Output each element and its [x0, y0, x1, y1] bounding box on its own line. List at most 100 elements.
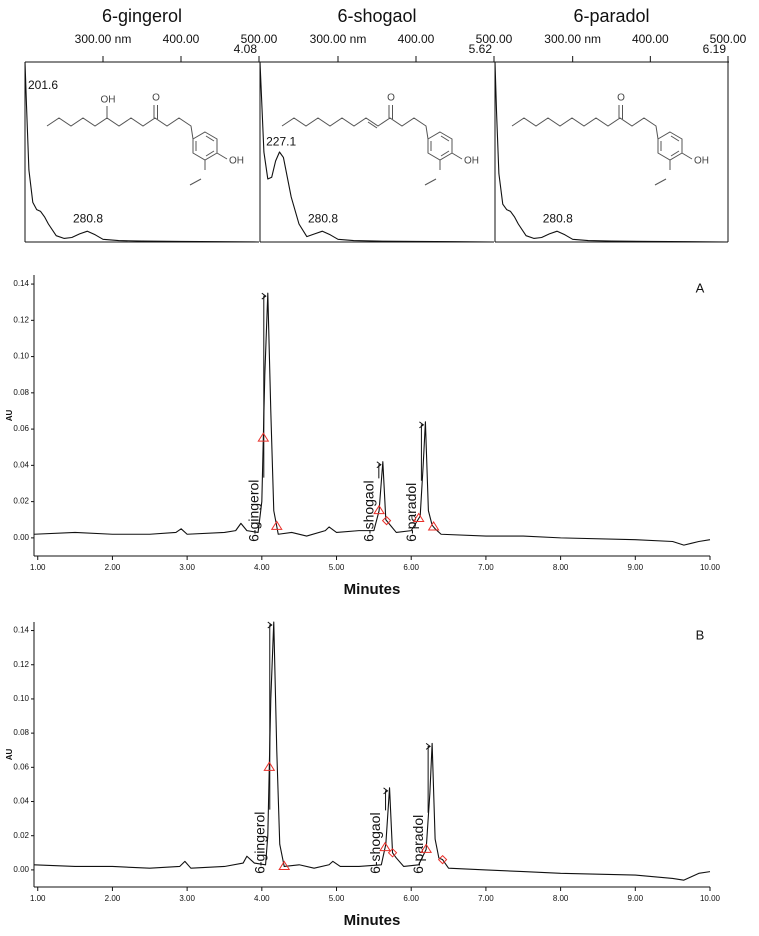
integration-mark [381, 515, 392, 526]
y-tick-label: 0.10 [13, 694, 29, 703]
x-tick-label: 1.00 [30, 894, 46, 903]
x-tick-label: 8.00 [553, 563, 569, 572]
integration-mark [412, 512, 425, 523]
x-tick-label: 300.00 nm [75, 32, 132, 46]
peak-arrowhead [261, 292, 267, 300]
x-tick-label: 1.00 [30, 563, 46, 572]
structure-label: O [617, 93, 625, 104]
x-tick-label: 9.00 [628, 894, 644, 903]
structure-6-gingerol: OH O OH [46, 93, 244, 186]
peak-arrowhead [267, 621, 273, 629]
y-tick-label: 0.02 [13, 497, 29, 506]
x-tick-label: 400.00 [398, 32, 435, 46]
x-tick-label: 300.00 nm [310, 32, 367, 46]
structure-label: OH [229, 156, 244, 167]
y-axis-label: AU [5, 749, 14, 761]
integration-mark [257, 432, 270, 442]
y-tick-label: 0.02 [13, 831, 29, 840]
retention-time: 5.62 [469, 42, 493, 56]
structure-label: O [152, 93, 160, 104]
y-axis-label: AU [5, 410, 14, 422]
x-tick-label: 5.00 [329, 894, 345, 903]
y-tick-label: 0.00 [13, 865, 29, 874]
integration-mark [263, 761, 276, 771]
peak-arrow [385, 790, 388, 811]
peak-label: 6-paradol [410, 815, 426, 874]
x-tick-label: 4.00 [254, 894, 270, 903]
x-tick-label: 6.00 [403, 563, 419, 572]
x-tick-label: 3.00 [179, 894, 195, 903]
x-tick-label: 500.00 [710, 32, 747, 46]
peak-arrowhead [419, 421, 425, 429]
retention-time: 6.19 [703, 42, 727, 56]
peak-wavelength: 201.6 [28, 78, 58, 92]
y-tick-label: 0.06 [13, 424, 29, 433]
trace [259, 61, 495, 243]
peak-label: 6-gingerol [251, 812, 267, 874]
structure-label: O [387, 93, 395, 104]
x-tick-label: 3.00 [179, 563, 195, 572]
x-tick-label: 10.00 [700, 563, 721, 572]
structure-label: OH [694, 156, 709, 167]
x-tick-label: 5.00 [329, 563, 345, 572]
structure-6-paradol: O OH [511, 93, 709, 186]
trace [33, 292, 711, 546]
y-tick-label: 0.08 [13, 728, 29, 737]
x-tick-label: 2.00 [105, 563, 121, 572]
peak-wavelength: 280.8 [73, 212, 103, 226]
integration-mark [427, 521, 440, 531]
trace [494, 61, 729, 243]
peak-label: 6-paradol [403, 483, 419, 542]
integration-mark [420, 843, 433, 853]
y-tick-label: 0.04 [13, 797, 29, 806]
peak-arrow [378, 464, 381, 479]
panel-title: 6-shogaol [337, 6, 416, 26]
panel-label: B [696, 627, 705, 642]
y-tick-label: 0.12 [13, 315, 29, 324]
y-tick-label: 0.10 [13, 352, 29, 361]
trace [33, 621, 711, 881]
structure-6-shogaol: O OH [281, 93, 479, 186]
integration-mark [373, 504, 385, 515]
peak-label: 6-shogaol [367, 812, 383, 874]
x-tick-label: 7.00 [478, 563, 494, 572]
peak-arrowhead [383, 787, 389, 795]
x-tick-label: 8.00 [553, 894, 569, 903]
panel-label: A [696, 280, 705, 295]
y-tick-label: 0.14 [13, 626, 29, 635]
x-tick-label: 4.00 [254, 563, 270, 572]
x-tick-label: 9.00 [628, 563, 644, 572]
trace [24, 61, 260, 243]
y-tick-label: 0.12 [13, 660, 29, 669]
x-tick-label: 2.00 [105, 894, 121, 903]
x-tick-label: 400.00 [632, 32, 669, 46]
y-tick-label: 0.04 [13, 460, 29, 469]
peak-arrowhead [425, 742, 431, 750]
x-tick-label: 500.00 [241, 32, 278, 46]
peak-label: 6-shogaol [361, 480, 377, 542]
integration-mark [278, 860, 291, 870]
peak-label: 6-gingerol [246, 480, 262, 542]
peak-wavelength: 280.8 [308, 212, 338, 226]
x-tick-label: 7.00 [478, 894, 494, 903]
peak-wavelength: 280.8 [543, 212, 573, 226]
panel-title: 6-gingerol [102, 6, 182, 26]
retention-time: 4.08 [234, 42, 258, 56]
y-tick-label: 0.14 [13, 279, 29, 288]
y-tick-label: 0.08 [13, 388, 29, 397]
peak-wavelength: 227.1 [266, 134, 296, 148]
structure-label: OH [464, 156, 479, 167]
integration-mark [270, 520, 283, 530]
integration-mark [387, 848, 398, 858]
y-tick-label: 0.06 [13, 762, 29, 771]
x-tick-label: 6.00 [403, 894, 419, 903]
x-axis-label: Minutes [344, 581, 401, 598]
peak-arrowhead [376, 461, 382, 469]
x-tick-label: 500.00 [476, 32, 513, 46]
x-axis-label: Minutes [344, 912, 401, 929]
x-tick-label: 300.00 nm [544, 32, 601, 46]
integration-mark [437, 854, 448, 865]
integration-mark [379, 841, 391, 852]
